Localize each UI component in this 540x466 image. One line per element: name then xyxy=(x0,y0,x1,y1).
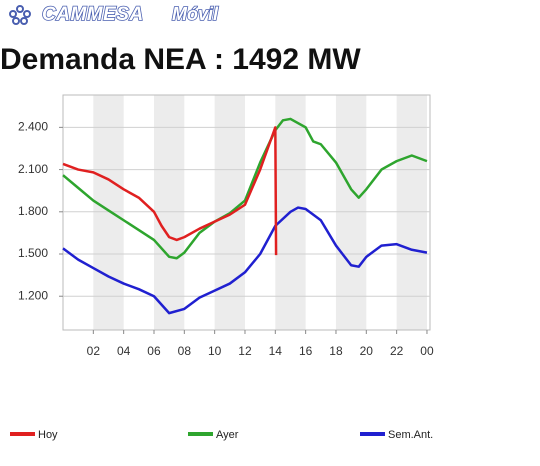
logo-icon xyxy=(9,5,31,25)
band xyxy=(335,95,367,330)
x-tick-label: 22 xyxy=(390,344,404,358)
band xyxy=(153,95,185,330)
legend-label: Ayer xyxy=(216,429,239,441)
x-tick-label: 10 xyxy=(208,344,222,358)
x-tick-label: 04 xyxy=(117,344,131,358)
chart-title: Demanda NEA : 1492 MW xyxy=(0,43,361,76)
app-name: Móvil xyxy=(172,4,219,24)
legend-label: Hoy xyxy=(38,429,58,441)
plot-area xyxy=(62,94,431,331)
y-tick-label: 1.800 xyxy=(18,204,48,218)
series-line xyxy=(62,117,428,260)
x-tick-label: 06 xyxy=(147,344,161,358)
series-line xyxy=(62,126,278,256)
x-tick-label: 12 xyxy=(238,344,252,358)
x-tick-label: 20 xyxy=(360,344,374,358)
x-tick-label: 08 xyxy=(178,344,192,358)
band xyxy=(93,95,124,330)
legend-label: Sem.Ant. xyxy=(388,429,433,441)
y-tick-label: 1.500 xyxy=(18,246,48,260)
y-tick-label: 1.200 xyxy=(18,288,48,302)
y-tick-label: 2.400 xyxy=(18,120,48,134)
x-tick-label: 18 xyxy=(329,344,343,358)
x-tick-label: 02 xyxy=(87,344,101,358)
band xyxy=(396,95,427,330)
y-tick-label: 2.100 xyxy=(18,162,48,176)
x-tick-label: 16 xyxy=(299,344,313,358)
series-line xyxy=(62,206,428,315)
brand: CAMMESA xyxy=(42,4,144,25)
x-tick-label: 14 xyxy=(269,344,283,358)
x-tick-label: 00 xyxy=(420,344,434,358)
